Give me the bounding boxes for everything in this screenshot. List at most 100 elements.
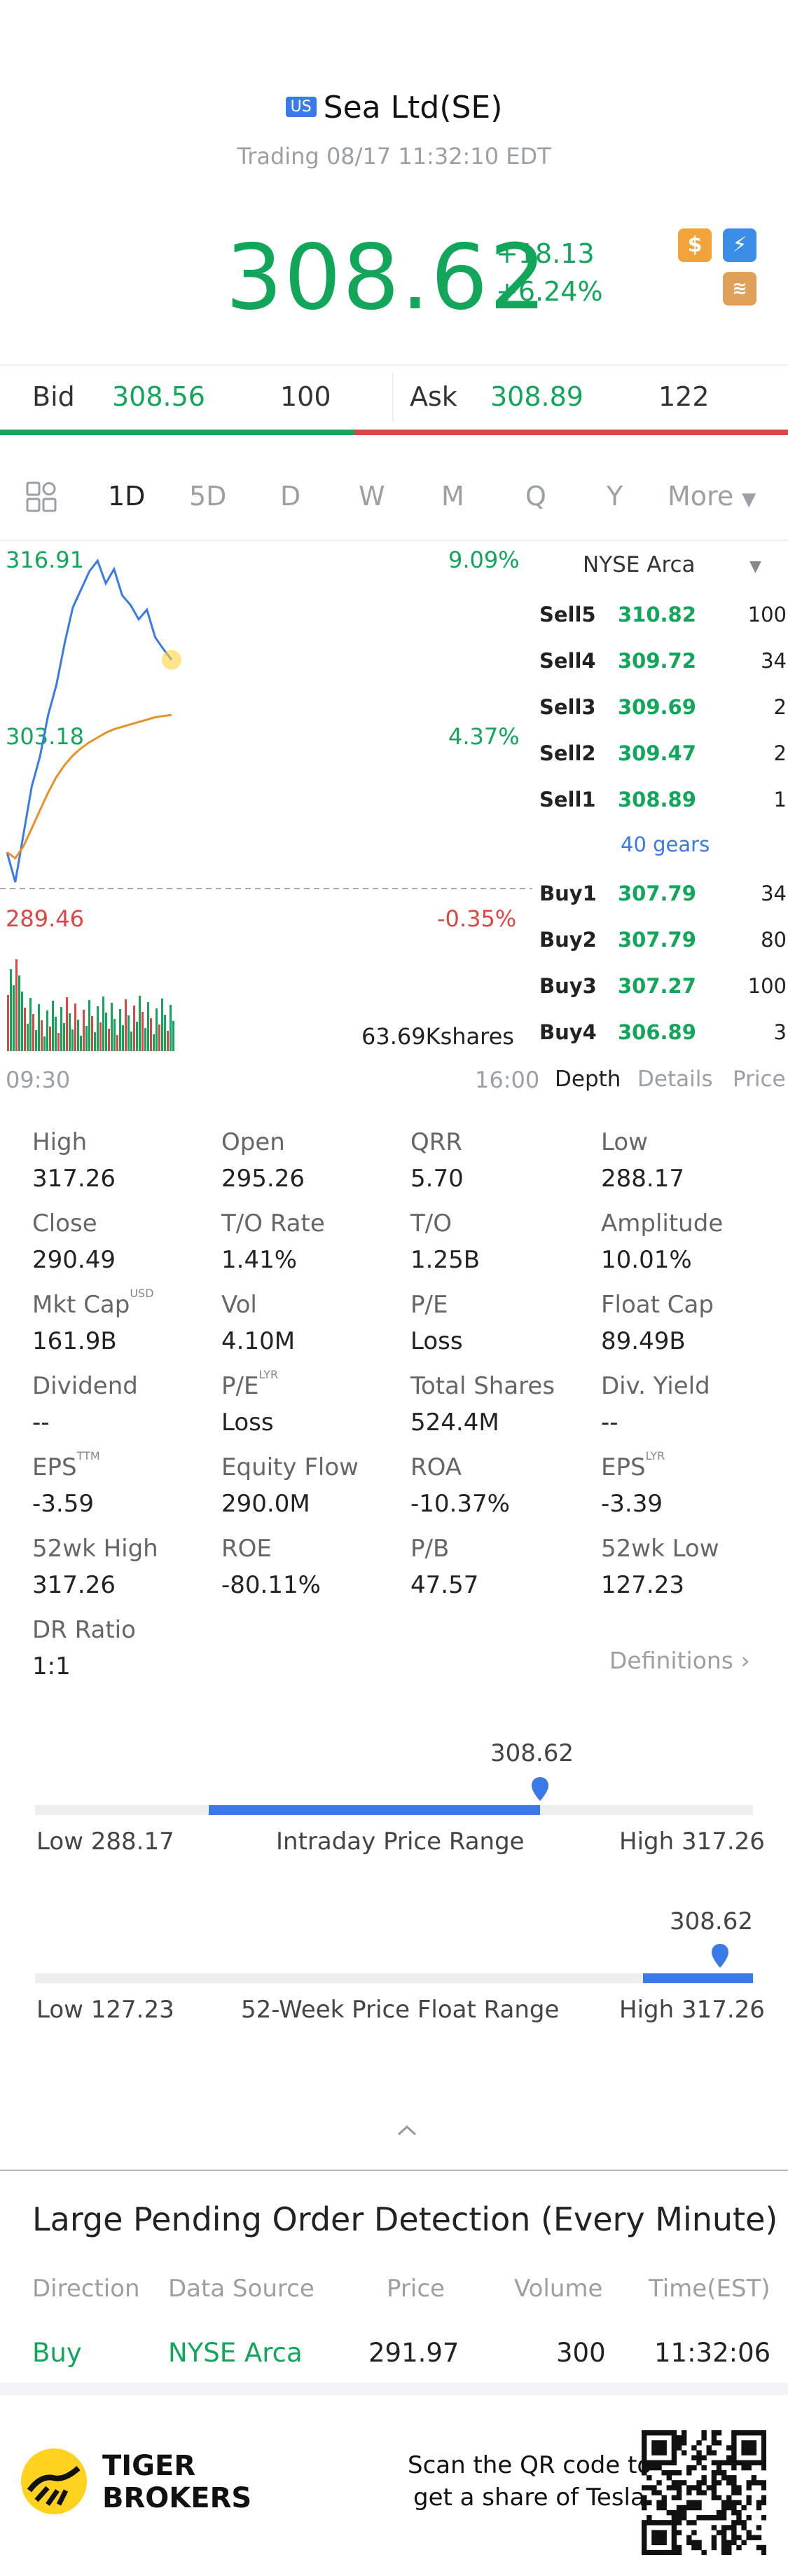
volume-bar (116, 1035, 118, 1051)
caret-down-icon: ▼ (742, 489, 756, 510)
volume-bar (136, 1022, 138, 1051)
stat-value: 127.23 (601, 1571, 684, 1599)
sell-row[interactable]: Sell5 310.82 100 (539, 594, 788, 636)
volume-bar (130, 1032, 132, 1051)
sell-price: 309.47 (618, 741, 696, 765)
volume-bar (52, 1001, 54, 1051)
market-badge: US (285, 96, 317, 117)
sell-qty: 1 (773, 788, 787, 811)
tab-y[interactable]: Y (607, 481, 623, 512)
header-price: Price (387, 2275, 445, 2303)
caret-down-icon[interactable]: ▼ (749, 558, 761, 575)
volume-bar (97, 1006, 99, 1051)
stat-value: 47.57 (410, 1571, 479, 1599)
gears-count[interactable]: 40 gears (621, 833, 710, 856)
volume-bar (15, 959, 18, 1051)
stat-value: 10.01% (601, 1246, 692, 1274)
volume-bar (35, 1030, 37, 1051)
stat-value: 317.26 (32, 1165, 116, 1193)
last-price: 308.62 (226, 226, 548, 330)
stat-label: EPSTTM (32, 1449, 100, 1481)
tab-1d[interactable]: 1D (108, 481, 146, 512)
stat-value: 290.0M (221, 1490, 310, 1518)
tab-m[interactable]: M (441, 481, 464, 512)
volume-bar (74, 1003, 76, 1051)
stat-superscript: USD (130, 1287, 154, 1300)
header-direction: Direction (32, 2275, 140, 2303)
definitions-link[interactable]: Definitions › (609, 1647, 750, 1674)
tab-details[interactable]: Details (637, 1067, 713, 1092)
lightning-icon[interactable]: ⚡ (723, 228, 756, 262)
tab-w[interactable]: W (359, 481, 385, 512)
chart-period-tabs: 1D 5D D W M Q Y More ▼ (0, 468, 788, 524)
volume-bar (55, 1017, 57, 1051)
exchange-selector[interactable]: NYSE Arca (583, 552, 696, 577)
volume-bar (66, 997, 68, 1051)
exchange-name: NYSE Arca (583, 552, 696, 577)
stat-label: Float Cap (601, 1291, 714, 1319)
stat-label: T/O Rate (221, 1210, 325, 1238)
stat-value: 1:1 (32, 1652, 71, 1680)
volume-bar (164, 1015, 166, 1051)
brand-line2: BROKERS (102, 2482, 252, 2514)
buy-row[interactable]: Buy1 307.79 34 (539, 873, 788, 915)
volume-bar (127, 1015, 130, 1051)
buy-row[interactable]: Buy4 306.89 3 (539, 1012, 788, 1054)
stat-label: QRR (410, 1128, 463, 1156)
volume-bar (155, 1008, 158, 1051)
stat-value: -80.11% (221, 1571, 321, 1599)
volume-bar (24, 1008, 26, 1051)
chevron-up-icon[interactable] (396, 2123, 417, 2140)
sell-row[interactable]: Sell3 309.69 2 (539, 687, 788, 729)
volume-bar (147, 1002, 149, 1051)
stat-superscript: LYR (258, 1368, 279, 1381)
tiger-logo-icon (20, 2447, 88, 2519)
week52-range-track (35, 1973, 753, 1983)
sell-row[interactable]: Sell1 308.89 1 (539, 779, 788, 821)
buy-row[interactable]: Buy2 307.79 80 (539, 919, 788, 961)
sell-row[interactable]: Sell4 309.72 34 (539, 640, 788, 683)
qr-code-icon[interactable] (642, 2430, 767, 2556)
stat-label: T/O (410, 1210, 452, 1238)
volume-bar (153, 1034, 155, 1051)
stat-value: -3.39 (601, 1490, 663, 1518)
sell-qty: 2 (773, 695, 787, 719)
bid-quantity: 100 (280, 381, 331, 412)
volume-bar (91, 1016, 93, 1051)
ask-strength-bar (354, 430, 788, 435)
tab-5d[interactable]: 5D (189, 481, 227, 512)
intraday-chart[interactable] (0, 540, 536, 1058)
tab-depth[interactable]: Depth (555, 1067, 621, 1092)
buy-price: 307.27 (618, 974, 696, 998)
tab-d[interactable]: D (280, 481, 301, 512)
buy-row[interactable]: Buy3 307.27 100 (539, 966, 788, 1008)
chart-layout-icon[interactable] (25, 481, 57, 519)
buy-label: Buy2 (539, 928, 597, 952)
chart-high-percent: 9.09% (448, 547, 520, 573)
stat-label: 52wk Low (601, 1535, 719, 1563)
stat-value: -- (32, 1409, 50, 1437)
volume-bar (111, 1003, 113, 1051)
sell-label: Sell3 (539, 695, 596, 719)
week52-current-value: 308.62 (670, 1907, 753, 1936)
volume-bar (71, 1029, 74, 1051)
tab-more-label: More (668, 481, 734, 512)
tab-price[interactable]: Price (733, 1067, 786, 1092)
volume-bar (158, 1025, 160, 1051)
price-line (6, 559, 173, 883)
sell-row[interactable]: Sell2 309.47 2 (539, 733, 788, 775)
volume-bar (119, 1009, 121, 1051)
chevron-right-icon: › (740, 1647, 750, 1674)
tab-q[interactable]: Q (525, 481, 546, 512)
volume-bar (83, 1010, 85, 1051)
stat-label: ROE (221, 1535, 272, 1563)
dollar-icon[interactable]: $ (678, 228, 712, 262)
stat-value: 317.26 (32, 1571, 116, 1599)
layers-icon[interactable]: ≋ (723, 272, 756, 306)
brand-line1: TIGER (102, 2450, 196, 2482)
stat-label: Vol (221, 1291, 257, 1319)
sell-price: 308.89 (618, 788, 696, 811)
tab-more[interactable]: More ▼ (668, 481, 756, 512)
bid-price: 308.56 (112, 381, 205, 412)
volume-bar (172, 1021, 174, 1051)
